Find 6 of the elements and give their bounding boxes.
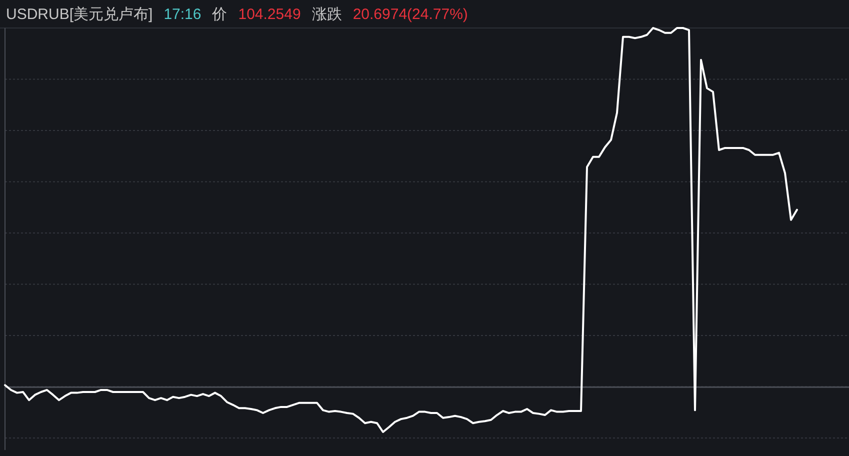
chart-title: USDRUB[美元兑卢布]	[6, 6, 153, 23]
text: 价	[211, 6, 228, 23]
text: 104.2549	[238, 6, 301, 23]
text: 涨跌	[312, 6, 342, 23]
text: 20.6974(24.77%)	[352, 6, 468, 23]
text: 17:16	[164, 6, 202, 23]
